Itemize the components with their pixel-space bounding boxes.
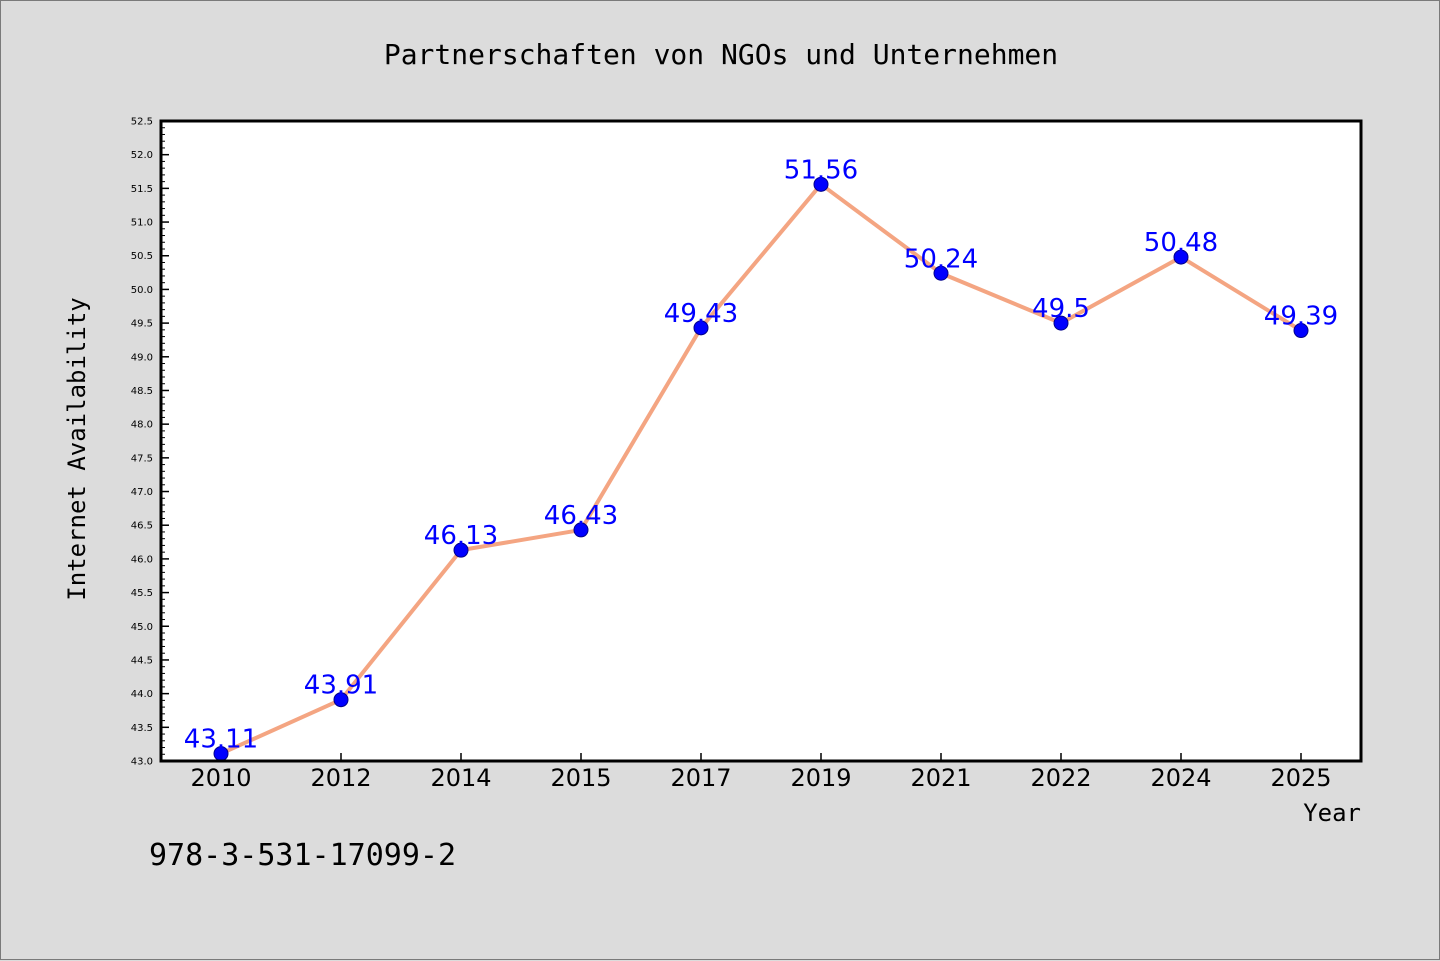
data-point	[453, 542, 469, 558]
x-tick-label: 2021	[910, 764, 971, 792]
y-tick-label: 45.0	[131, 622, 153, 633]
data-point	[813, 176, 829, 192]
y-tick-label: 49.5	[131, 319, 153, 330]
series-line	[219, 182, 1303, 756]
data-label: 46.13	[424, 521, 498, 551]
y-tick-label: 50.0	[131, 285, 153, 296]
y-tick-label: 48.5	[131, 386, 153, 397]
data-label: 51.56	[784, 155, 858, 185]
y-tick-label: 44.0	[131, 689, 153, 700]
isbn-text: 978-3-531-17099-2	[149, 838, 456, 873]
data-label: 43.91	[304, 671, 378, 701]
data-label: 49.5	[1032, 294, 1090, 324]
chart-title: Partnerschaften von NGOs und Unternehmen	[384, 38, 1058, 71]
data-point	[693, 320, 709, 336]
y-tick-label: 51.5	[131, 184, 153, 195]
data-label: 46.43	[544, 501, 618, 531]
x-tick-label: 2015	[550, 764, 611, 792]
data-point	[1173, 249, 1189, 265]
x-tick-label: 2022	[1030, 764, 1091, 792]
y-axis-ticks: 43.0 43.5 44.0 44.5 45.0 45.5 46.0 46.5 47.0 47.5…	[131, 117, 169, 768]
plot-area	[161, 121, 1361, 761]
x-tick-label: 2025	[1270, 764, 1331, 792]
x-axis-label: Year	[1303, 799, 1361, 827]
data-label: 49.39	[1264, 302, 1338, 332]
data-point	[933, 265, 949, 281]
y-tick-label: 46.0	[131, 554, 153, 565]
y-tick-label: 48.0	[131, 420, 153, 431]
y-tick-label: 52.0	[131, 150, 153, 161]
x-tick-label: 2012	[310, 764, 371, 792]
data-label: 49.43	[664, 299, 738, 329]
x-tick-label: 2014	[430, 764, 491, 792]
x-tick-label: 2017	[670, 764, 731, 792]
y-tick-label: 45.5	[131, 588, 153, 599]
x-tick-label: 2019	[790, 764, 851, 792]
x-tick-label: 2010	[190, 764, 251, 792]
y-tick-label: 52.5	[131, 117, 153, 128]
y-axis-label: Internet Availability	[63, 297, 91, 600]
y-tick-label: 43.0	[131, 757, 153, 768]
y-tick-label: 47.5	[131, 453, 153, 464]
data-label: 50.48	[1144, 228, 1218, 258]
data-point	[1053, 315, 1069, 331]
plot-frame	[159, 119, 1363, 763]
y-tick-label: 43.5	[131, 723, 153, 734]
x-tick-label: 2024	[1150, 764, 1211, 792]
data-label: 43.11	[184, 725, 258, 755]
y-tick-label: 47.0	[131, 487, 153, 498]
y-tick-label: 49.0	[131, 352, 153, 363]
x-axis-ticks: 2010 2012 2014 2015 2017 2019 2021 2022 2024 2025	[190, 753, 1332, 792]
data-labels: 43.11 43.91 46.13 46.43 49.43 51.56 50.24 49.5 5…	[184, 155, 1338, 754]
data-point	[333, 692, 349, 708]
y-tick-label: 50.5	[131, 251, 153, 262]
y-tick-label: 44.5	[131, 655, 153, 666]
y-tick-label: 46.5	[131, 521, 153, 532]
data-point	[1293, 323, 1309, 339]
series-markers	[213, 176, 1309, 762]
y-tick-label: 51.0	[131, 218, 153, 229]
data-point	[573, 522, 589, 538]
data-label: 50.24	[904, 244, 978, 274]
